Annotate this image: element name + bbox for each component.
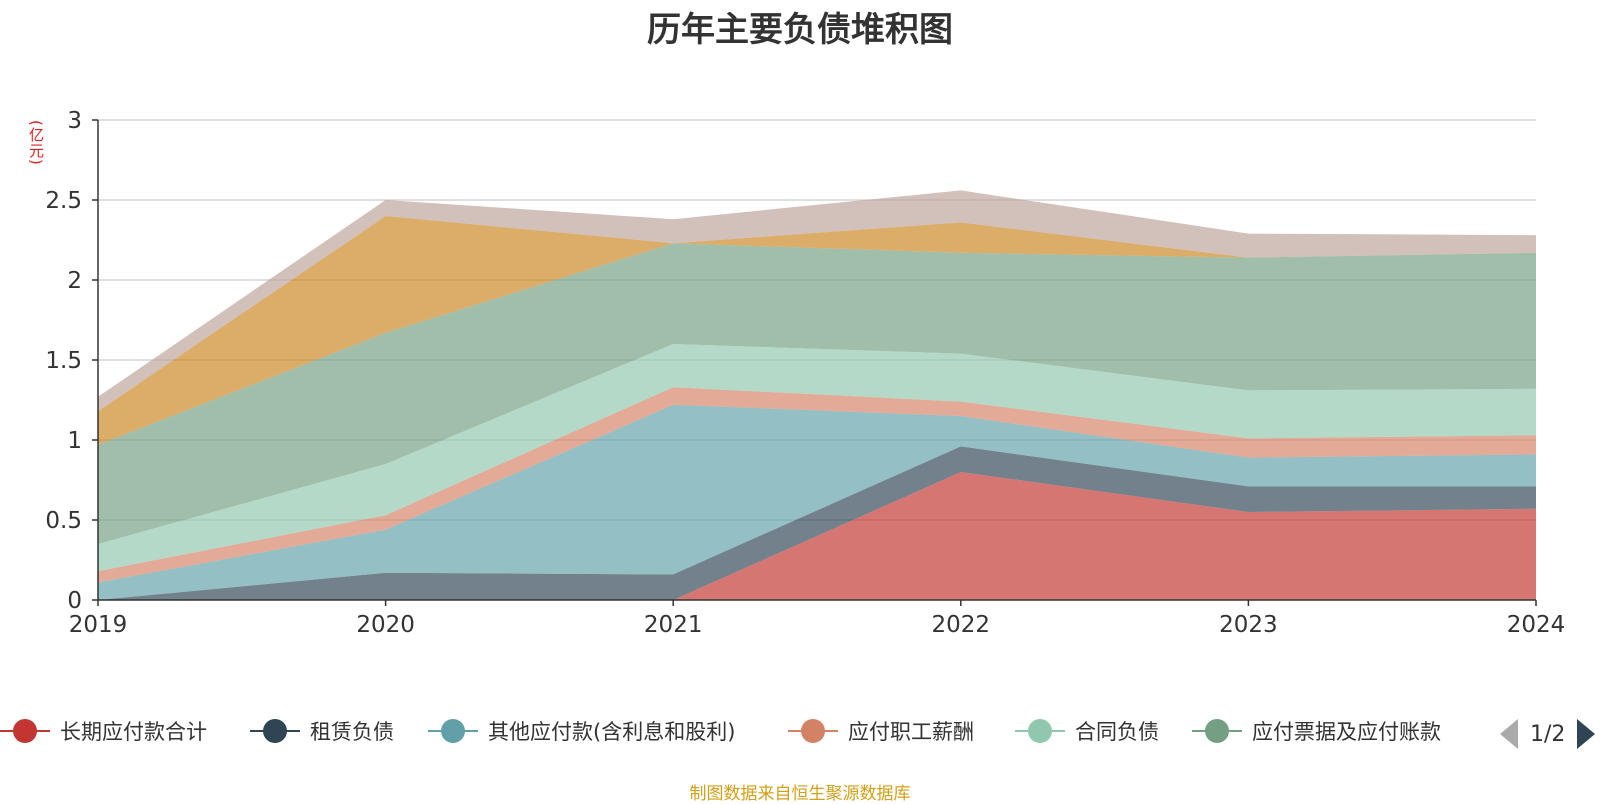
legend-marker-icon <box>788 719 838 743</box>
legend-item[interactable]: 租赁负债 <box>250 713 394 749</box>
stacked-area-chart: 0 0.5 1 1.5 2 2.5 3 2019 2020 2021 2022 2023 2024 <box>45 108 1565 638</box>
x-tick-label: 2019 <box>69 612 128 638</box>
y-tick-label: 0 <box>67 588 82 614</box>
axes: 0 0.5 1 1.5 2 2.5 3 2019 2020 2021 2022 2023 2024 <box>45 108 1565 638</box>
chart-title: 历年主要负债堆积图 <box>647 10 953 50</box>
y-tick-label: 1.5 <box>45 348 82 374</box>
legend-item[interactable]: 应付职工薪酬 <box>788 713 974 749</box>
legend-marker-icon <box>1015 719 1065 743</box>
area-series-4 <box>98 387 1536 583</box>
x-tick-label: 2022 <box>932 612 991 638</box>
area-series-5 <box>98 344 1536 572</box>
legend: 长期应付款合计 租赁负债 其他应付款(含利息和股利) 应付职工薪酬 合同负债 应付票据及应… <box>0 713 1600 749</box>
area-series-8 <box>98 190 1536 412</box>
legend-page-indicator: 1/2 <box>1530 721 1566 747</box>
legend-marker-icon <box>1192 719 1242 743</box>
legend-marker-icon <box>428 719 478 743</box>
legend-marker-icon <box>250 719 300 743</box>
legend-item[interactable]: 合同负债 <box>1015 713 1159 749</box>
y-tick-label: 3 <box>67 108 82 134</box>
y-axis-unit-label: (亿元) <box>27 120 45 166</box>
source-note: 制图数据来自恒生聚源数据库 <box>689 784 911 804</box>
legend-prev-page-icon[interactable] <box>1500 719 1518 749</box>
y-tick-label: 0.5 <box>45 508 82 534</box>
legend-item[interactable]: 长期应付款合计 <box>0 713 207 749</box>
area-series-6 <box>98 243 1536 544</box>
area-series-7 <box>98 216 1536 445</box>
legend-item[interactable]: 应付票据及应付账款 <box>1192 713 1441 749</box>
legend-item[interactable]: 其他应付款(含利息和股利) <box>428 713 735 749</box>
x-tick-label: 2020 <box>356 612 415 638</box>
legend-marker-icon <box>0 719 50 743</box>
y-tick-label: 1 <box>67 428 82 454</box>
y-tick-label: 2 <box>67 268 82 294</box>
legend-next-page-icon[interactable] <box>1577 719 1596 749</box>
area-series-2 <box>98 446 1536 600</box>
area-series <box>98 190 1536 600</box>
legend-item-label: 租赁负债 <box>310 720 394 744</box>
x-tick-label: 2023 <box>1219 612 1278 638</box>
legend-item-label: 其他应付款(含利息和股利) <box>488 720 736 744</box>
y-tick-label: 2.5 <box>45 188 82 214</box>
legend-pager: 1/2 <box>1500 716 1596 752</box>
area-series-3 <box>98 404 1536 600</box>
legend-item-label: 应付票据及应付账款 <box>1252 720 1441 744</box>
legend-item-label: 合同负债 <box>1075 720 1159 744</box>
legend-item-label: 应付职工薪酬 <box>848 720 974 744</box>
x-tick-label: 2021 <box>644 612 703 638</box>
legend-item-label: 长期应付款合计 <box>60 720 207 744</box>
x-tick-label: 2024 <box>1507 612 1566 638</box>
